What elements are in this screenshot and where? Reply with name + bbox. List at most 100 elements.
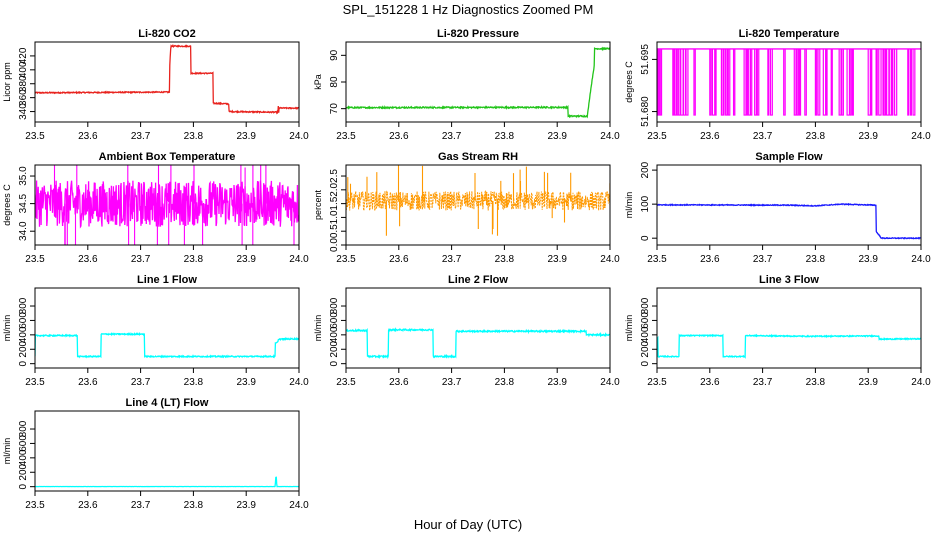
x-tick-label-ambient-box-temperature: 23.6	[78, 254, 98, 265]
x-tick-label-line-2-flow: 23.8	[495, 377, 515, 388]
y-tick-label-line-1-flow: 600	[18, 312, 29, 329]
y-tick-label-sample-flow: 0	[640, 235, 651, 241]
series-line-sample-flow	[657, 202, 921, 241]
y-tick-label-li-820-co2: 340	[18, 103, 29, 120]
y-tick-label-gas-stream-rh: 1.5	[329, 196, 340, 210]
y-tick-label-line-1-flow: 400	[18, 326, 29, 343]
y-tick-label-li-820-co2: 360	[18, 89, 29, 106]
panel-title-ambient-box-temperature: Ambient Box Temperature	[99, 151, 236, 163]
series-group-li-820-co2	[35, 44, 299, 115]
series-group-li-820-temperature	[657, 48, 921, 116]
x-tick-label-line-4-lt-flow: 23.7	[131, 500, 151, 511]
y-tick-label-line-4-lt-flow: 400	[18, 449, 29, 466]
series-group-line-1-flow	[35, 331, 299, 359]
x-tick-label-li-820-temperature: 23.8	[806, 131, 826, 142]
x-tick-label-sample-flow: 23.8	[806, 254, 826, 265]
x-tick-label-li-820-co2: 23.8	[184, 131, 204, 142]
panel-title-line-1-flow: Line 1 Flow	[137, 274, 197, 286]
x-tick-label-line-2-flow: 23.9	[547, 377, 567, 388]
panel-line-2-flow: Line 2 Flow ml/min 23.5 23.6 23.7 23.8 23.9 24.…	[313, 274, 620, 388]
y-tick-label-ambient-box-temperature: 34.5	[18, 193, 29, 213]
y-axis-label-sample-flow: ml/min	[624, 192, 634, 219]
y-tick-label-gas-stream-rh: 2.5	[329, 169, 340, 183]
y-tick-label-gas-stream-rh: 0.0	[329, 238, 340, 252]
x-tick-label-line-2-flow: 23.6	[389, 377, 409, 388]
x-tick-label-li-820-temperature: 23.6	[700, 131, 720, 142]
plot-frame-gas-stream-rh	[345, 164, 611, 246]
series-group-line-2-flow	[346, 327, 610, 360]
series-spikes-ambient-box-temperature	[53, 165, 295, 245]
panel-line-1-flow: Line 1 Flow ml/min 23.5 23.6 23.7 23.8 23.9 24.…	[2, 274, 309, 388]
x-tick-label-li-820-temperature: 24.0	[911, 131, 931, 142]
y-tick-label-line-2-flow: 200	[329, 340, 340, 357]
y-tick-label-li-820-temperature: 51.680	[640, 96, 651, 127]
x-tick-label-li-820-pressure: 23.9	[547, 131, 567, 142]
x-tick-label-line-1-flow: 23.6	[78, 377, 98, 388]
x-tick-label-li-820-temperature: 23.9	[858, 131, 878, 142]
plot-frame-sample-flow	[656, 164, 922, 246]
panel-title-line-3-flow: Line 3 Flow	[759, 274, 819, 286]
x-tick-label-line-2-flow: 24.0	[600, 377, 620, 388]
x-tick-label-line-2-flow: 23.7	[442, 377, 462, 388]
x-tick-label-line-4-lt-flow: 24.0	[289, 500, 309, 511]
x-tick-label-sample-flow: 23.9	[858, 254, 878, 265]
y-tick-label-line-1-flow: 0	[18, 360, 29, 366]
series-group-sample-flow	[657, 202, 921, 241]
panel-li-820-co2: Li-820 CO2 Licor ppm 23.5 23.6 23.7 23.8 23.9 2…	[2, 28, 309, 142]
x-tick-label-sample-flow: 24.0	[911, 254, 931, 265]
plot-frame-ambient-box-temperature	[34, 164, 300, 246]
y-tick-label-line-4-lt-flow: 800	[18, 420, 29, 437]
series-line-line-3-flow	[657, 333, 921, 359]
y-tick-label-line-1-flow: 800	[18, 297, 29, 314]
y-axis-label-ambient-box-temperature: degrees C	[2, 184, 12, 226]
y-tick-label-line-2-flow: 0	[329, 360, 340, 366]
y-tick-label-line-3-flow: 600	[640, 312, 651, 329]
y-tick-label-li-820-co2: 380	[18, 75, 29, 92]
x-tick-label-line-3-flow: 23.6	[700, 377, 720, 388]
x-tick-label-line-4-lt-flow: 23.5	[25, 500, 45, 511]
x-tick-label-li-820-temperature: 23.5	[647, 131, 667, 142]
plot-frame-line-3-flow	[656, 287, 922, 369]
x-tick-label-line-3-flow: 23.8	[806, 377, 826, 388]
x-tick-label-line-4-lt-flow: 23.8	[184, 500, 204, 511]
y-tick-label-line-2-flow: 600	[329, 312, 340, 329]
x-tick-label-ambient-box-temperature: 23.9	[236, 254, 256, 265]
series-line-line-2-flow	[346, 327, 610, 360]
x-tick-label-line-1-flow: 23.8	[184, 377, 204, 388]
x-tick-label-ambient-box-temperature: 23.7	[131, 254, 151, 265]
figure-title: SPL_151228 1 Hz Diagnostics Zoomed PM	[342, 2, 594, 17]
y-axis-label-line-3-flow: ml/min	[624, 315, 634, 342]
panel-li-820-temperature: Li-820 Temperature degrees C 23.5 23.6 23.7 2…	[624, 28, 931, 142]
y-axis-label-li-820-temperature: degrees C	[624, 61, 634, 103]
y-axis-label-gas-stream-rh: percent	[313, 189, 323, 220]
y-axis-label-line-4-lt-flow: ml/min	[2, 438, 12, 465]
x-tick-label-li-820-pressure: 23.5	[336, 131, 356, 142]
x-tick-label-li-820-co2: 23.9	[236, 131, 256, 142]
y-tick-label-gas-stream-rh: 2.0	[329, 182, 340, 196]
series-spikes-gas-stream-rh	[347, 165, 610, 236]
y-tick-label-li-820-co2: 400	[18, 61, 29, 78]
x-tick-label-line-1-flow: 24.0	[289, 377, 309, 388]
x-tick-label-gas-stream-rh: 23.5	[336, 254, 356, 265]
plot-frame-line-2-flow	[345, 287, 611, 369]
x-tick-label-line-3-flow: 23.9	[858, 377, 878, 388]
panel-line-4-lt-flow: Line 4 (LT) Flow ml/min 23.5 23.6 23.7 23.8 23…	[2, 397, 309, 511]
x-tick-label-line-4-lt-flow: 23.6	[78, 500, 98, 511]
y-tick-label-line-3-flow: 200	[640, 340, 651, 357]
x-tick-label-li-820-co2: 23.5	[25, 131, 45, 142]
x-tick-label-li-820-co2: 23.7	[131, 131, 151, 142]
x-tick-label-line-3-flow: 23.5	[647, 377, 667, 388]
y-tick-label-li-820-pressure: 80	[329, 76, 340, 88]
x-tick-label-li-820-pressure: 23.8	[495, 131, 515, 142]
plot-frame-line-1-flow	[34, 287, 300, 369]
x-tick-label-line-1-flow: 23.5	[25, 377, 45, 388]
plot-frame-li-820-temperature	[656, 41, 922, 123]
plot-frame-li-820-co2	[34, 41, 300, 123]
y-tick-label-line-4-lt-flow: 200	[18, 463, 29, 480]
x-tick-label-sample-flow: 23.5	[647, 254, 667, 265]
y-tick-label-line-3-flow: 0	[640, 360, 651, 366]
x-tick-label-line-1-flow: 23.9	[236, 377, 256, 388]
x-tick-label-gas-stream-rh: 24.0	[600, 254, 620, 265]
panel-gas-stream-rh: Gas Stream RH percent 23.5 23.6 23.7 23.8 23.9…	[313, 151, 620, 265]
